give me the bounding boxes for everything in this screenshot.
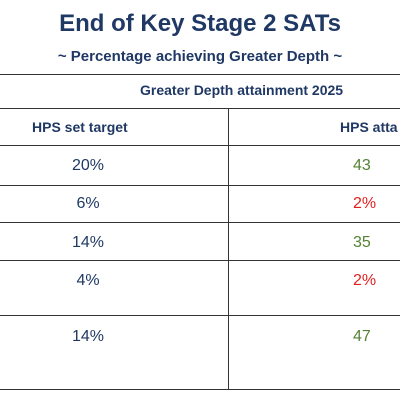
target-cell: 14% bbox=[71, 234, 105, 251]
attained-cell: 43 bbox=[353, 157, 371, 174]
table-top-border bbox=[0, 74, 400, 75]
table-header: Greater Depth attainment 2025 bbox=[140, 82, 344, 98]
attained-cell: 2% bbox=[353, 195, 377, 212]
table-divider bbox=[0, 145, 400, 146]
target-cell: 4% bbox=[76, 272, 100, 289]
page-title: End of Key Stage 2 SATs bbox=[59, 10, 341, 37]
target-cell: 20% bbox=[71, 157, 105, 174]
column-header-attained: HPS atta bbox=[340, 119, 398, 135]
attained-cell: 35 bbox=[353, 234, 371, 251]
table-divider bbox=[0, 315, 400, 316]
attained-cell: 2% bbox=[353, 272, 377, 289]
target-cell: 14% bbox=[71, 328, 105, 345]
column-divider bbox=[228, 108, 229, 390]
table-divider bbox=[0, 222, 400, 223]
table-divider bbox=[0, 108, 400, 109]
page-subtitle: ~ Percentage achieving Greater Depth ~ bbox=[57, 48, 343, 65]
table-bottom-border bbox=[0, 389, 400, 390]
attained-cell: 47 bbox=[353, 328, 371, 345]
target-cell: 6% bbox=[76, 195, 100, 212]
table-divider bbox=[0, 260, 400, 261]
column-header-target: HPS set target bbox=[32, 119, 128, 135]
table-divider bbox=[0, 185, 400, 186]
